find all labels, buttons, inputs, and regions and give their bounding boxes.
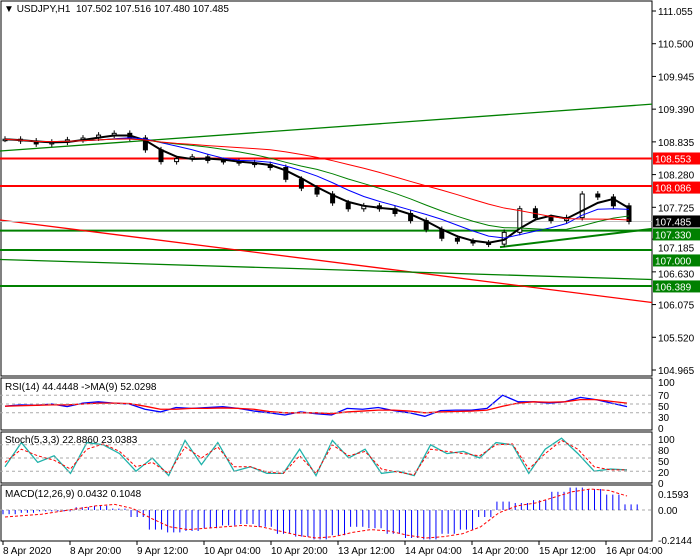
time-axis-label: 9 Apr 12:00 <box>137 546 189 557</box>
price-axis-label: 104.965 <box>658 366 695 377</box>
rsi-axis-label: 50 <box>658 402 670 413</box>
price-tag-bg <box>653 152 700 165</box>
rsi-axis-label: 30 <box>658 413 670 424</box>
candle-body <box>174 158 180 163</box>
price-tag-label: 108.086 <box>655 184 692 195</box>
price-axis-label: 107.185 <box>658 243 695 254</box>
time-axis-label: 8 Apr 2020 <box>3 546 52 557</box>
ma-red-line <box>4 138 630 221</box>
price-tag-bg <box>653 228 700 241</box>
macd-axis-label: 0.1593 <box>658 490 689 501</box>
price-tag-label: 108.553 <box>655 154 692 165</box>
candle-body <box>158 149 164 163</box>
price-axis-label: 111.055 <box>658 7 693 18</box>
macd-label: MACD(12,26,9) 0.0432 0.1048 <box>5 489 142 500</box>
rsi-axis-label: 0 <box>658 424 664 435</box>
ma-fast-line <box>4 134 630 244</box>
chart-header: ▼ USDJPY,H1 107.502 107.516 107.480 107.… <box>4 4 229 15</box>
stoch-label: Stoch(5,3,3) 22.8860 23.0383 <box>5 435 138 446</box>
symbol-label: USDJPY,H1 <box>16 4 71 15</box>
macd-axis-label: 0.00 <box>658 506 678 517</box>
candle-body <box>454 237 460 242</box>
macd-axis-label: -0.2144 <box>658 536 692 547</box>
price-axis-label: 105.520 <box>658 333 695 344</box>
candle-body <box>142 137 148 151</box>
rsi-label: RSI(14) 44.4448 ->MA(9) 52.0298 <box>5 382 157 393</box>
stoch-signal-line <box>4 439 627 476</box>
candle-body <box>610 196 616 207</box>
stoch-axis-label: 20 <box>658 468 670 479</box>
price-axis-label: 109.390 <box>658 105 695 116</box>
price-axis-label: 108.835 <box>658 138 695 149</box>
stoch-axis-label: 100 <box>658 435 675 446</box>
ohlc-values: 107.502 107.516 107.480 107.485 <box>75 4 229 15</box>
stoch-main-line <box>4 437 628 477</box>
candle-body <box>345 202 351 210</box>
stoch-axis-label: 50 <box>658 457 670 468</box>
price-tag-bg <box>653 181 700 194</box>
time-axis-label: 10 Apr 04:00 <box>204 546 261 557</box>
candle-body <box>595 193 601 198</box>
support-trend-line <box>499 227 653 249</box>
price-tag-label: 107.000 <box>655 256 692 267</box>
price-axis-label: 107.725 <box>658 203 695 214</box>
candle-body <box>283 167 289 180</box>
time-axis-label: 8 Apr 20:00 <box>70 546 122 557</box>
price-axis-label: 109.945 <box>658 72 695 83</box>
trend-line <box>0 258 653 281</box>
candle-body <box>298 178 304 189</box>
candle-body <box>579 193 585 219</box>
time-axis-label: 15 Apr 12:00 <box>539 546 596 557</box>
trend-line <box>0 219 653 304</box>
main-panel <box>0 0 653 377</box>
rsi-axis-label: 100 <box>658 378 675 389</box>
stoch-axis-label: 0 <box>658 479 664 490</box>
time-axis-label: 10 Apr 20:00 <box>271 546 328 557</box>
price-tag-label: 107.330 <box>655 230 692 241</box>
trend-line <box>0 103 653 152</box>
stoch-axis-label: 80 <box>658 446 670 457</box>
price-axis-label: 106.075 <box>658 301 695 312</box>
price-tag-bg <box>653 280 700 293</box>
macd-panel <box>0 484 653 542</box>
rsi-axis-label: 70 <box>658 391 670 402</box>
price-axis-label: 108.280 <box>658 171 695 182</box>
price-tag-bg <box>653 254 700 267</box>
price-tag-label: 107.485 <box>655 217 692 228</box>
candle-body <box>314 187 320 195</box>
time-axis-label: 14 Apr 20:00 <box>472 546 529 557</box>
rsi-ma-line <box>4 398 628 415</box>
price-tag-label: 106.389 <box>655 282 692 293</box>
candle-body <box>626 205 632 222</box>
candle-body <box>548 217 554 222</box>
price-axis-label: 106.630 <box>658 269 695 280</box>
price-tag-bg <box>653 215 700 228</box>
time-axis-label: 13 Apr 12:00 <box>338 546 395 557</box>
price-axis-label: 110.500 <box>658 40 694 51</box>
candle-body <box>517 208 523 233</box>
time-axis-label: 14 Apr 04:00 <box>405 546 462 557</box>
time-axis-label: 16 Apr 04:00 <box>606 546 663 557</box>
